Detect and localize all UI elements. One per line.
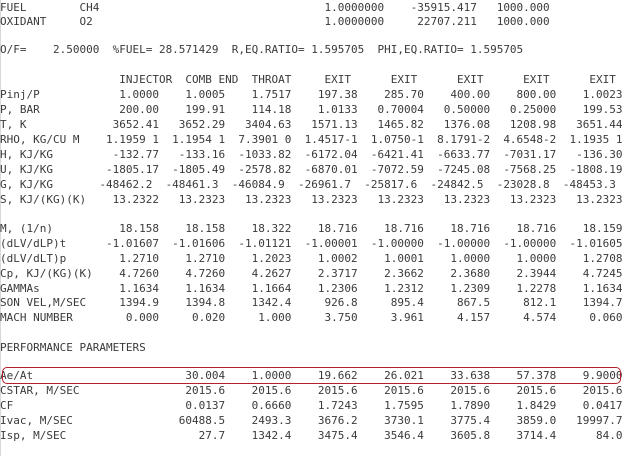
output-line-blank (0, 29, 627, 43)
output-row-dlv-dlp: (dLV/dLP)t -1.01607 -1.01606 -1.01121 -1… (0, 237, 623, 250)
output-row-density: RHO, KG/CU M 1.1959 1 1.1954 1 7.3901 0 … (0, 133, 623, 146)
output-row-area-ratio: Ae/At 30.004 1.0000 19.662 26.021 33.638… (0, 369, 623, 382)
output-row-cstar: CSTAR, M/SEC 2015.6 2015.6 2015.6 2015.6… (0, 384, 623, 397)
output-line-ratios: O/F= 2.50000 %FUEL= 28.571429 R,EQ.RATIO… (0, 43, 524, 56)
output-row-pressure: P, BAR 200.00 199.91 114.18 1.0133 0.700… (0, 103, 623, 116)
output-row-ivac: Ivac, M/SEC 60488.5 2493.3 3676.2 3730.1… (0, 414, 623, 427)
output-row-cp: Cp, KJ/(KG)(K) 4.7260 4.7260 4.2627 2.37… (0, 267, 623, 280)
output-row-dlv-dlt: (dLV/dLT)p 1.2710 1.2710 1.2023 1.0002 1… (0, 252, 623, 265)
output-row-entropy: S, KJ/(KG)(K) 13.2322 13.2323 13.2323 13… (0, 193, 623, 206)
output-line-blank (0, 208, 627, 222)
output-row-temperature: T, K 3652.41 3652.29 3404.63 1571.13 146… (0, 118, 623, 131)
output-line-fuel: FUEL CH4 1.0000000 -35915.417 1000.000 (0, 1, 550, 14)
output-row-cf: CF 0.0137 0.6660 1.7243 1.7595 1.7890 1.… (0, 399, 623, 412)
output-line-blank (0, 326, 627, 340)
output-row-gibbs: G, KJ/KG -48462.2 -48461.3 -46084.9 -269… (0, 178, 616, 191)
output-line-blank (0, 58, 627, 72)
output-line-oxidant: OXIDANT O2 1.0000000 22707.211 1000.000 (0, 15, 550, 28)
output-row-isp: Isp, M/SEC 27.7 1342.4 3475.4 3546.4 360… (0, 429, 623, 442)
output-row-molecular-weight: M, (1/n) 18.158 18.158 18.322 18.716 18.… (0, 222, 623, 235)
area-ratio-highlight-box (2, 367, 621, 384)
output-row-enthalpy: H, KJ/KG -132.77 -133.16 -1033.82 -6172.… (0, 148, 623, 161)
section-heading-performance: PERFORMANCE PARAMETERS (0, 341, 146, 354)
column-header-line: INJECTOR COMB END THROAT EXIT EXIT EXIT … (0, 73, 616, 86)
output-row-gamma: GAMMAs 1.1634 1.1634 1.1664 1.2306 1.231… (0, 282, 623, 295)
output-row-pinj-p: Pinj/P 1.0000 1.0005 1.7517 197.38 285.7… (0, 88, 623, 101)
panel-left-edge (0, 0, 1, 456)
output-row-sonic-velocity: SON VEL,M/SEC 1394.9 1394.8 1342.4 926.8… (0, 296, 623, 309)
output-row-internal-energy: U, KJ/KG -1805.17 -1805.49 -2578.82 -687… (0, 163, 623, 176)
output-row-mach-number: MACH NUMBER 0.000 0.020 1.000 3.750 3.96… (0, 311, 623, 324)
